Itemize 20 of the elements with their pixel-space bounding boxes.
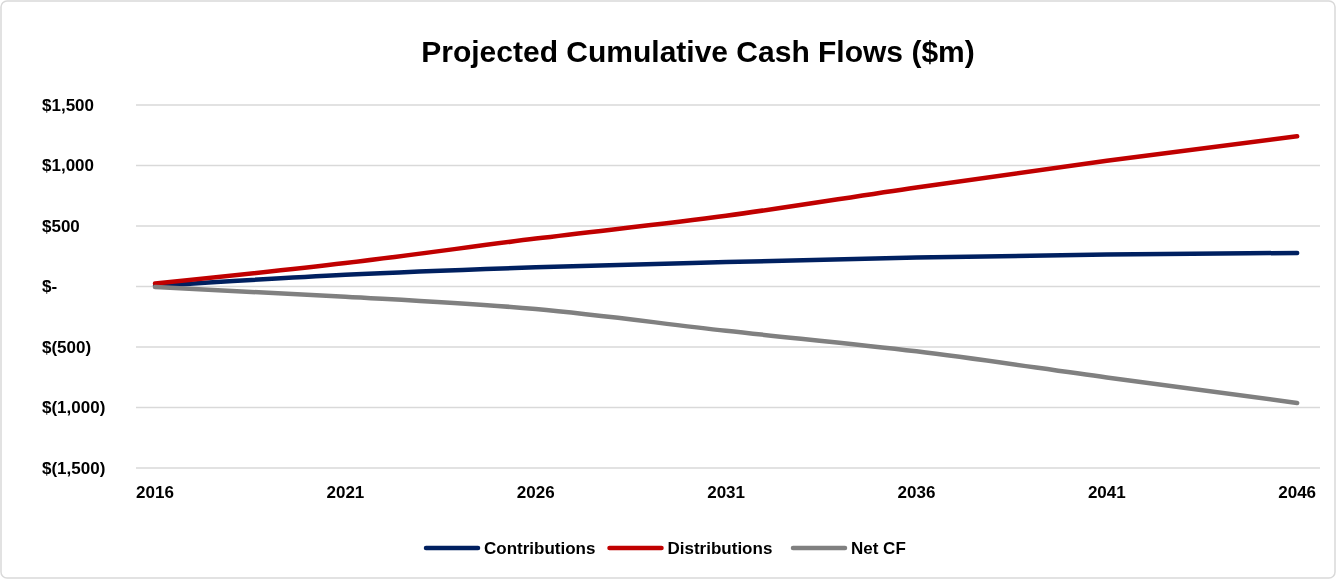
x-tick-label: 2016 — [136, 483, 174, 502]
y-tick-label: $1,500 — [42, 95, 94, 115]
x-tick-label: 2036 — [897, 483, 936, 502]
x-tick-label: 2046 — [1278, 483, 1317, 502]
y-tick-label: $(1,500) — [42, 458, 106, 478]
chart-title: Projected Cumulative Cash Flows ($m) — [421, 35, 975, 68]
line-series — [152, 284, 1300, 406]
legend-label: Distributions — [667, 538, 773, 558]
y-tick-label: $(1,000) — [42, 398, 106, 418]
legend-label: Net CF — [851, 538, 906, 558]
y-tick-label: $1,000 — [42, 156, 94, 176]
line-series — [152, 133, 1300, 286]
y-tick-label: $- — [42, 277, 58, 297]
y-tick-label: $500 — [42, 216, 80, 236]
x-tick-label: 2041 — [1087, 483, 1126, 502]
legend-label: Contributions — [484, 538, 596, 558]
y-tick-label: $(500) — [42, 337, 92, 357]
x-tick-label: 2026 — [516, 483, 555, 502]
x-tick-label: 2021 — [326, 483, 365, 502]
x-tick-label: 2031 — [707, 483, 746, 502]
